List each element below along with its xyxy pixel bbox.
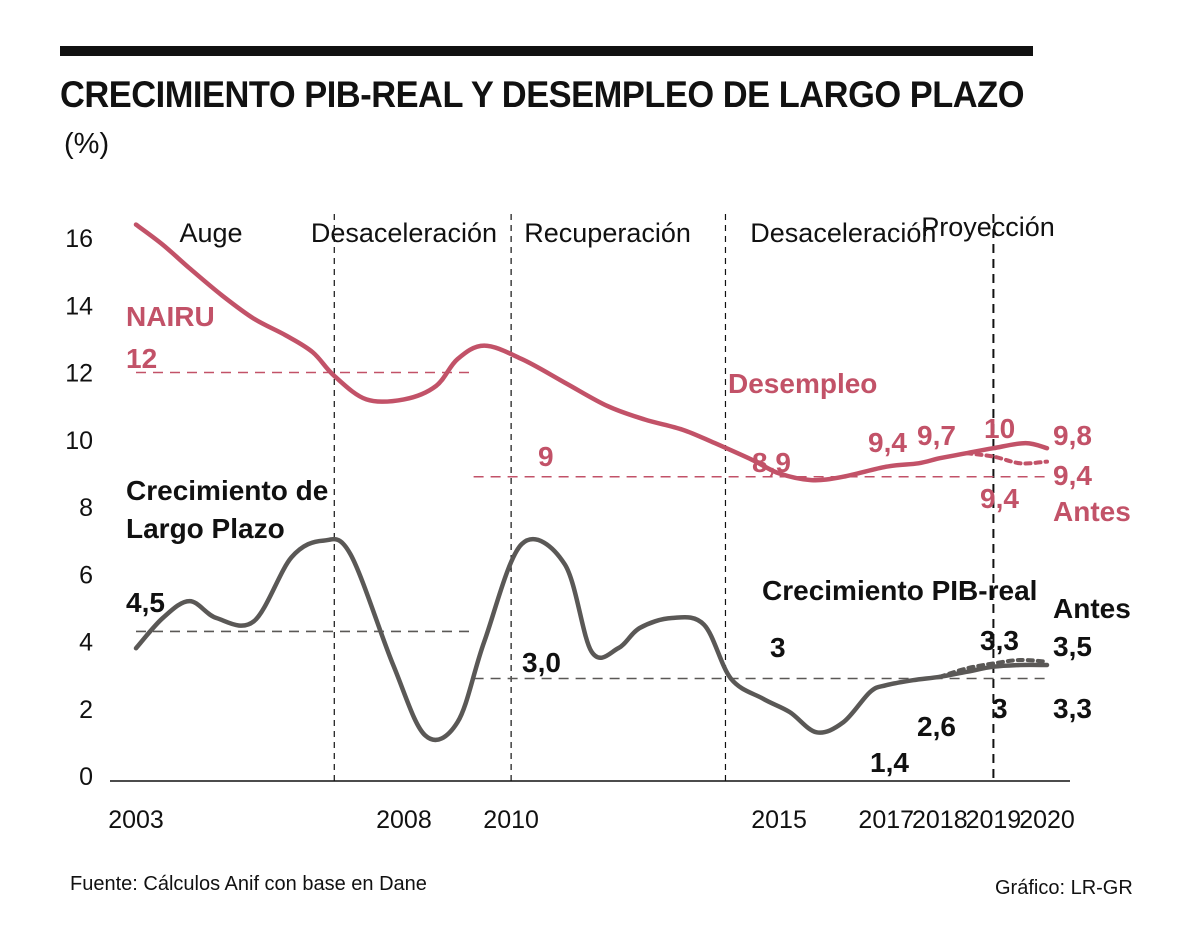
gdp-2019-label: 3 bbox=[992, 693, 1008, 724]
gdp-2018-label: 2,6 bbox=[917, 711, 956, 742]
y-tick-6: 6 bbox=[79, 561, 93, 589]
unemp-2019-label: 10 bbox=[984, 413, 1015, 444]
reference-lines bbox=[136, 371, 1047, 680]
phase-label-4: Proyección bbox=[921, 212, 1055, 242]
gdp-2019-antes-label: 3,3 bbox=[980, 625, 1019, 656]
desempleo-label: Desempleo bbox=[728, 368, 877, 399]
y-tick-0: 0 bbox=[79, 763, 93, 791]
largo-plazo-line1: Crecimiento de bbox=[126, 475, 328, 506]
y-tick-14: 14 bbox=[65, 292, 93, 320]
y-tick-8: 8 bbox=[79, 494, 93, 522]
x-tick-2019: 2019 bbox=[966, 806, 1022, 834]
x-tick-2017: 2017 bbox=[858, 806, 914, 834]
lp-old-value: 4,5 bbox=[126, 587, 165, 618]
pib-real-label: Crecimiento PIB-real bbox=[762, 575, 1037, 606]
y-tick-labels: 0 2 4 6 8 10 12 14 16 bbox=[65, 225, 93, 791]
chart-title: CRECIMIENTO PIB-REAL Y DESEMPLEO DE LARG… bbox=[60, 74, 1025, 115]
series-line-1 bbox=[964, 451, 1049, 466]
y-tick-16: 16 bbox=[65, 225, 93, 253]
unemp-2015-label: 8,9 bbox=[752, 447, 791, 478]
y-tick-12: 12 bbox=[65, 360, 93, 388]
y-tick-2: 2 bbox=[79, 696, 93, 724]
x-tick-2010: 2010 bbox=[483, 806, 539, 834]
phase-label-3: Desaceleración bbox=[750, 218, 936, 248]
phase-label-0: Auge bbox=[179, 218, 242, 248]
phase-labels: Auge Desaceleración Recuperación Desacelera… bbox=[179, 212, 1054, 248]
x-tick-2020: 2020 bbox=[1019, 806, 1075, 834]
y-tick-10: 10 bbox=[65, 427, 93, 455]
chart-dividers bbox=[333, 214, 995, 781]
antes-red-label: Antes bbox=[1053, 496, 1131, 527]
series-line-2 bbox=[133, 536, 1050, 743]
gdp-2020-antes-label: 3,5 bbox=[1053, 631, 1092, 662]
unemp-2020-label: 9,8 bbox=[1053, 420, 1092, 451]
unemp-2018-label: 9,7 bbox=[917, 420, 956, 451]
unemp-2020-antes-label: 9,4 bbox=[1053, 460, 1092, 491]
phase-label-2: Recuperación bbox=[524, 218, 691, 248]
x-tick-2003: 2003 bbox=[108, 806, 164, 834]
nairu-new-value: 9 bbox=[538, 441, 554, 472]
source-note: Fuente: Cálculos Anif con base en Dane bbox=[70, 873, 427, 895]
nairu-value: 12 bbox=[126, 343, 157, 374]
y-tick-4: 4 bbox=[79, 629, 93, 657]
credit-note: Gráfico: LR-GR bbox=[995, 877, 1133, 899]
x-tick-2018: 2018 bbox=[912, 806, 968, 834]
largo-plazo-line2: Largo Plazo bbox=[126, 513, 285, 544]
unemp-2019-antes-label: 9,4 bbox=[980, 483, 1019, 514]
top-rule bbox=[60, 46, 1033, 56]
x-tick-2015: 2015 bbox=[751, 806, 807, 834]
series-line-0 bbox=[133, 222, 1050, 483]
series-lines bbox=[133, 222, 1050, 743]
gdp-2017-label: 1,4 bbox=[870, 747, 909, 778]
gdp-2015-label: 3 bbox=[770, 632, 786, 663]
series-line-3 bbox=[937, 657, 1049, 679]
unit-label: (%) bbox=[64, 128, 110, 160]
nairu-label: NAIRU bbox=[126, 301, 215, 332]
unemp-2017-label: 9,4 bbox=[868, 427, 907, 458]
gdp-2020-label: 3,3 bbox=[1053, 693, 1092, 724]
x-tick-2008: 2008 bbox=[376, 806, 432, 834]
phase-label-1: Desaceleración bbox=[311, 218, 497, 248]
antes-black-label: Antes bbox=[1053, 593, 1131, 624]
lp-new-value: 3,0 bbox=[522, 647, 561, 678]
